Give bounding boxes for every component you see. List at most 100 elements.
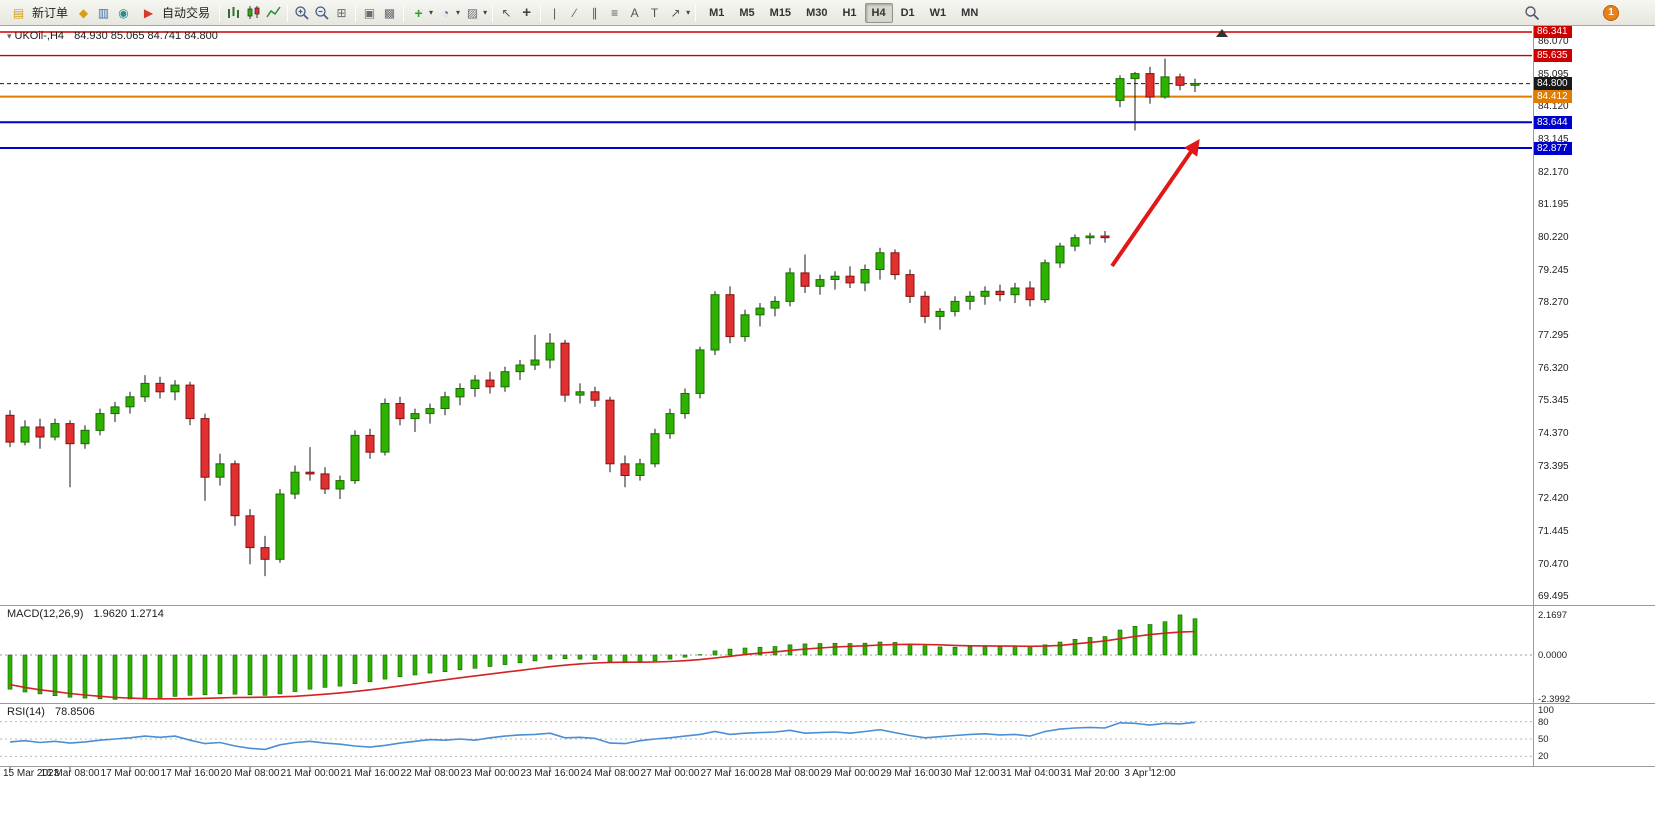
chart-list-icon[interactable]: ▩ — [383, 5, 396, 20]
rsi-scale-label: 80 — [1538, 716, 1549, 728]
chevron-down-icon: ▾ — [483, 8, 488, 17]
zoom-in-icon[interactable] — [292, 3, 311, 22]
toolbar-separator — [355, 3, 357, 22]
price-level-marker[interactable]: 82.877 — [1534, 141, 1572, 155]
cursor-icon[interactable]: ↖ — [501, 5, 512, 20]
time-axis-label: 17 Mar 16:00 — [160, 768, 220, 779]
candlestick-chart-icon[interactable] — [244, 3, 263, 22]
time-axis-label: 27 Mar 00:00 — [640, 768, 700, 779]
auto-trading-button[interactable]: ▶ 自动交易 — [134, 1, 215, 24]
current-price-marker[interactable]: 84.800 — [1534, 77, 1572, 91]
time-axis-label: 16 Mar 08:00 — [40, 768, 100, 779]
arrow-tool-icon: ↗ — [670, 5, 681, 20]
toolbar-separator — [540, 3, 542, 22]
price-axis-label: 85.095 — [1538, 68, 1569, 80]
price-axis-label: 81.195 — [1538, 199, 1569, 211]
time-axis-label: 20 Mar 08:00 — [220, 768, 280, 779]
price-axis-label: 72.420 — [1538, 493, 1569, 505]
price-axis-label: 78.270 — [1538, 297, 1569, 309]
chart-ohlc: 84.930 85.065 84.741 84.800 — [74, 30, 218, 42]
price-scale-divider — [1533, 26, 1534, 766]
toolbar-separator — [219, 3, 221, 22]
price-level-marker[interactable]: 84.412 — [1534, 90, 1572, 104]
timeframe-mn-button[interactable]: MN — [961, 6, 979, 19]
templates-button[interactable]: ▨ ▾ — [462, 3, 488, 22]
time-axis-label: 22 Mar 08:00 — [400, 768, 460, 779]
notification-badge[interactable]: 1 — [1603, 4, 1619, 21]
template-icon: ▨ — [466, 5, 479, 20]
periods-button[interactable]: ◔ ▾ — [435, 3, 461, 22]
time-axis-divider — [0, 766, 1655, 767]
macd-title: MACD(12,26,9) — [7, 608, 84, 620]
search-icon[interactable] — [1522, 3, 1541, 22]
label-tool-icon[interactable]: T — [650, 5, 659, 20]
timeframe-h1-button[interactable]: H1 — [842, 6, 857, 19]
price-axis-label: 84.120 — [1538, 101, 1569, 113]
time-axis-label: 27 Mar 16:00 — [700, 768, 760, 779]
toolbar-separator — [403, 3, 405, 22]
time-axis-label: 29 Mar 16:00 — [880, 768, 940, 779]
timeframe-w1-button[interactable]: W1 — [929, 6, 947, 19]
timeframe-m15-button[interactable]: M15 — [769, 6, 792, 19]
market-watch-icon[interactable]: ▥ — [97, 5, 110, 20]
tile-windows-icon[interactable]: ⊞ — [336, 5, 347, 20]
price-axis-label: 71.445 — [1538, 526, 1569, 537]
price-axis-label: 83.145 — [1538, 134, 1569, 146]
macd-panel-divider[interactable] — [0, 605, 1655, 606]
channel-icon[interactable]: ∥ — [591, 5, 598, 20]
time-axis-label: 30 Mar 12:00 — [940, 768, 1000, 779]
zoom-out-icon[interactable] — [312, 3, 331, 22]
new-order-label: 新订单 — [32, 6, 69, 20]
price-level-marker[interactable]: 83.644 — [1534, 115, 1572, 129]
price-level-marker[interactable]: 85.635 — [1534, 49, 1572, 63]
price-axis-label: 76.320 — [1538, 362, 1569, 374]
price-axis-label: 86.070 — [1538, 36, 1569, 48]
trendline-icon[interactable]: ∕ — [573, 5, 576, 20]
rsi-scale-label: 20 — [1538, 751, 1549, 763]
price-axis-label: 75.345 — [1538, 395, 1569, 407]
vertical-line-icon[interactable]: | — [553, 5, 557, 20]
chart-menu-icon[interactable]: ▾ — [7, 31, 12, 41]
chevron-down-icon: ▾ — [686, 8, 691, 17]
profiles-icon[interactable]: ◆ — [78, 5, 89, 20]
navigator-icon[interactable]: ◉ — [118, 5, 129, 20]
time-axis-label: 21 Mar 00:00 — [280, 768, 340, 779]
text-tool-icon[interactable]: A — [630, 5, 639, 20]
price-axis-label: 70.470 — [1538, 558, 1569, 570]
time-axis-label: 28 Mar 08:00 — [760, 768, 820, 779]
timeframe-m5-button[interactable]: M5 — [739, 6, 755, 19]
auto-trading-label: 自动交易 — [162, 6, 211, 20]
time-axis-label: 23 Mar 16:00 — [520, 768, 580, 779]
chevron-down-icon: ▾ — [456, 8, 461, 17]
price-axis-label: 77.295 — [1538, 330, 1569, 342]
new-order-button[interactable]: ▤ 新订单 — [4, 1, 73, 24]
timeframe-h4-button[interactable]: H4 — [864, 2, 893, 23]
crosshair-icon[interactable]: + — [522, 4, 531, 21]
price-level-marker[interactable]: 86.341 — [1534, 25, 1572, 39]
price-axis-label: 69.495 — [1538, 591, 1569, 603]
new-chart-icon[interactable]: ▣ — [363, 5, 376, 20]
price-axis-label: 80.220 — [1538, 232, 1569, 244]
bar-chart-icon[interactable] — [224, 3, 243, 22]
fibonacci-icon[interactable]: ≡ — [611, 5, 619, 20]
macd-scale-label: -2.3992 — [1538, 694, 1571, 706]
toolbar-separator — [695, 3, 697, 22]
rsi-panel-divider[interactable] — [0, 703, 1655, 704]
new-order-icon: ▤ — [12, 5, 25, 20]
timeframe-m1-button[interactable]: M1 — [709, 6, 725, 19]
macd-scale-label: 0.0000 — [1538, 650, 1568, 661]
price-axis-label: 82.170 — [1538, 166, 1569, 178]
rsi-title: RSI(14) — [7, 706, 45, 718]
time-axis-label: 31 Mar 20:00 — [1060, 768, 1120, 779]
time-axis-label: 15 Mar 2023 — [3, 768, 60, 779]
time-axis-label: 17 Mar 00:00 — [100, 768, 160, 779]
rsi-values: 78.8506 — [54, 706, 95, 718]
indicators-button[interactable]: + ▾ — [408, 3, 434, 22]
timeframe-d1-button[interactable]: D1 — [900, 6, 915, 19]
line-chart-icon[interactable] — [264, 3, 283, 22]
arrows-tool-button[interactable]: ↗ ▾ — [665, 3, 691, 22]
rsi-header: RSI(14) 78.8506 — [7, 706, 95, 718]
toolbar-right: 1 — [1522, 3, 1651, 22]
timeframe-m30-button[interactable]: M30 — [806, 6, 828, 19]
